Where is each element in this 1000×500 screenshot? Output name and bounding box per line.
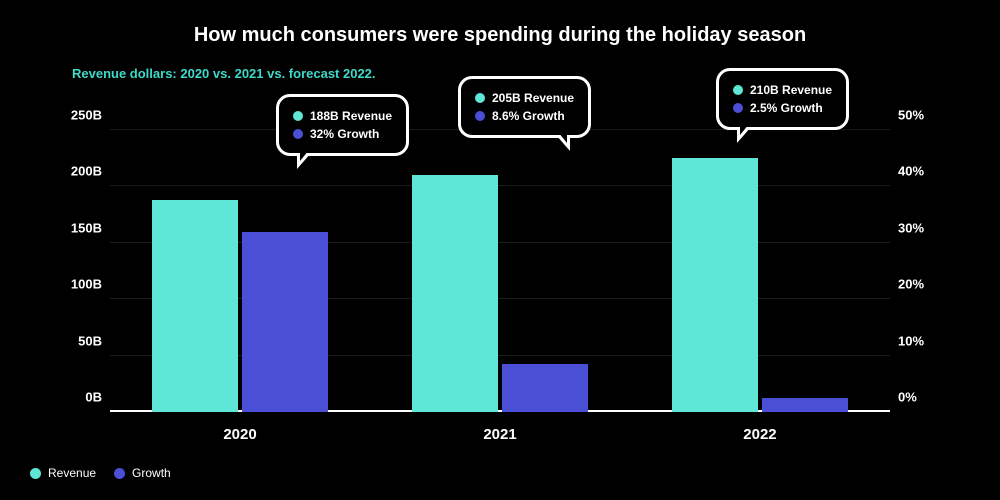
ytick-left: 200B — [58, 164, 102, 179]
callout-text-revenue: 210B Revenue — [750, 81, 832, 99]
chart-subtitle: Revenue dollars: 2020 vs. 2021 vs. forec… — [72, 66, 376, 81]
callout-row-growth: 32% Growth — [293, 125, 392, 143]
callout-tail-inner — [300, 150, 309, 161]
legend-item-revenue: Revenue — [30, 466, 96, 480]
callout-row-revenue: 205B Revenue — [475, 89, 574, 107]
legend-label-revenue: Revenue — [48, 466, 96, 480]
callout-bubble: 188B Revenue32% Growth — [276, 94, 409, 156]
callout-text-growth: 32% Growth — [310, 125, 379, 143]
bar-revenue — [672, 158, 758, 412]
legend-label-growth: Growth — [132, 466, 171, 480]
ytick-right: 10% — [898, 333, 940, 348]
legend-dot-growth — [114, 468, 125, 479]
callout-row-revenue: 210B Revenue — [733, 81, 832, 99]
gridline — [110, 185, 890, 186]
callout-tail-inner — [740, 124, 749, 135]
dot-icon — [475, 111, 485, 121]
x-axis-label: 2021 — [483, 426, 516, 443]
chart-plot-area: 0B50B100B150B200B250B0%10%20%30%40%50%20… — [110, 130, 890, 412]
callout-row-revenue: 188B Revenue — [293, 107, 392, 125]
bar-growth — [762, 398, 848, 412]
chart-title: How much consumers were spending during … — [0, 24, 1000, 47]
ytick-right: 50% — [898, 108, 940, 123]
bar-revenue — [152, 200, 238, 412]
bar-revenue — [412, 175, 498, 412]
dot-icon — [293, 129, 303, 139]
dot-icon — [733, 85, 743, 95]
bar-growth — [242, 232, 328, 412]
callout-text-revenue: 188B Revenue — [310, 107, 392, 125]
ytick-left: 250B — [58, 108, 102, 123]
legend-item-growth: Growth — [114, 466, 171, 480]
ytick-right: 40% — [898, 164, 940, 179]
callout-row-growth: 8.6% Growth — [475, 107, 574, 125]
ytick-left: 100B — [58, 277, 102, 292]
callout-text-growth: 2.5% Growth — [750, 99, 823, 117]
callout-text-revenue: 205B Revenue — [492, 89, 574, 107]
ytick-right: 0% — [898, 390, 940, 405]
dot-icon — [733, 103, 743, 113]
ytick-left: 150B — [58, 220, 102, 235]
dot-icon — [293, 111, 303, 121]
callout-bubble: 210B Revenue2.5% Growth — [716, 68, 849, 130]
ytick-left: 0B — [58, 390, 102, 405]
legend-dot-revenue — [30, 468, 41, 479]
ytick-left: 50B — [58, 333, 102, 348]
bar-growth — [502, 364, 588, 413]
ytick-right: 20% — [898, 277, 940, 292]
dot-icon — [475, 93, 485, 103]
callout-row-growth: 2.5% Growth — [733, 99, 832, 117]
x-axis-label: 2022 — [743, 426, 776, 443]
callout-bubble: 205B Revenue8.6% Growth — [458, 76, 591, 138]
legend: Revenue Growth — [30, 466, 171, 480]
callout-tail-inner — [558, 132, 567, 143]
ytick-right: 30% — [898, 220, 940, 235]
callout-text-growth: 8.6% Growth — [492, 107, 565, 125]
x-axis-label: 2020 — [223, 426, 256, 443]
